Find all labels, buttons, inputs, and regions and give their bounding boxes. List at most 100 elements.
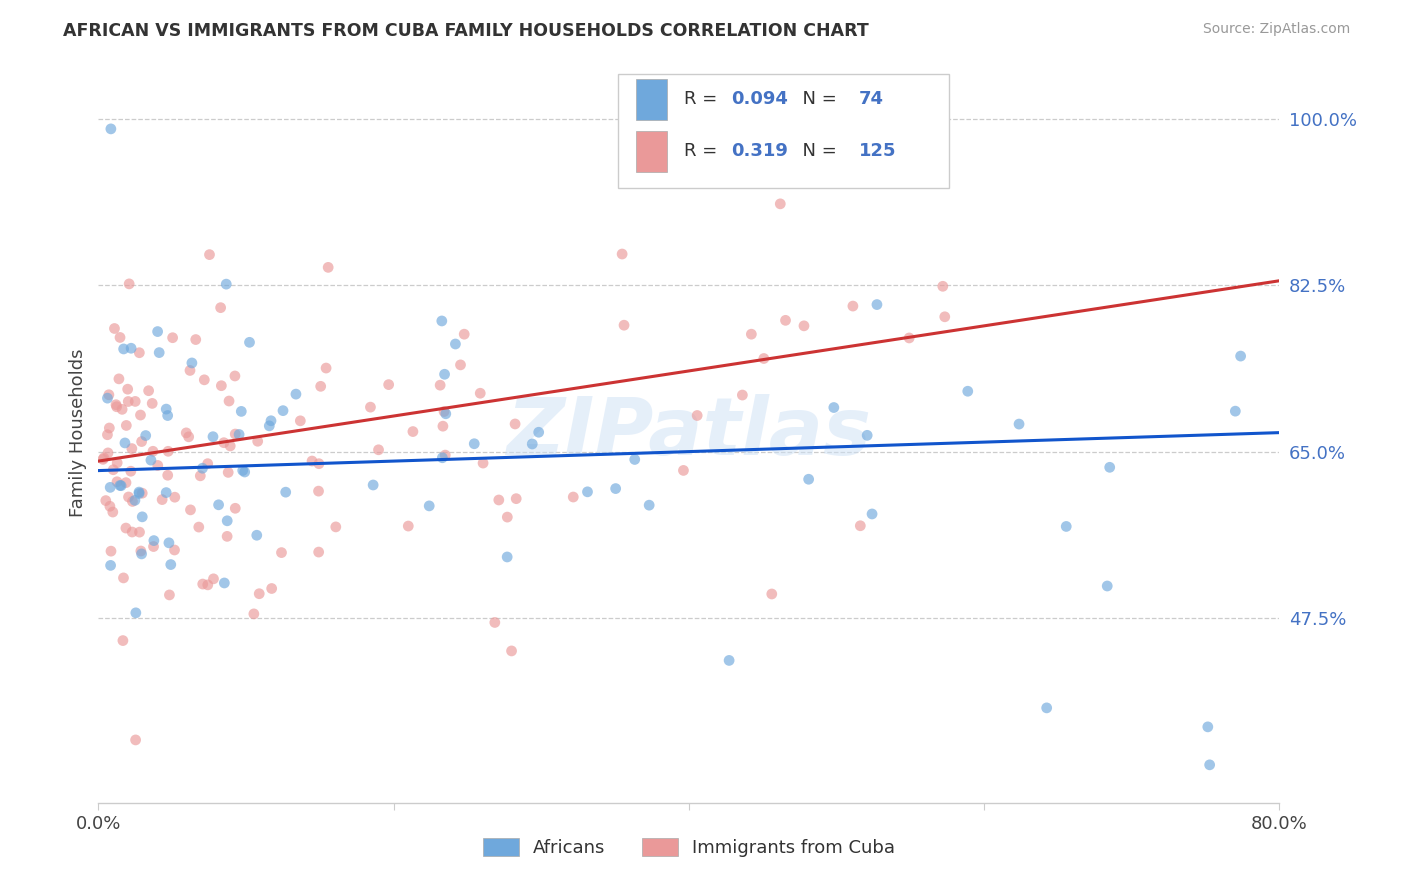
Point: [823, 401, 845, 415]
Point: [501, 644, 523, 658]
Point: [146, 325, 169, 339]
Point: [142, 540, 165, 554]
Point: [121, 524, 143, 539]
Point: [118, 277, 141, 291]
Point: [191, 577, 214, 591]
Point: [135, 428, 157, 442]
Text: N =: N =: [790, 90, 842, 109]
Point: [91, 452, 114, 467]
Point: [259, 418, 281, 433]
Point: [209, 301, 232, 315]
Point: [856, 428, 879, 442]
Point: [246, 528, 269, 542]
Point: [793, 318, 815, 333]
Y-axis label: Family Households: Family Households: [69, 349, 87, 516]
Point: [207, 498, 229, 512]
Point: [108, 330, 131, 344]
Point: [761, 587, 783, 601]
Point: [98, 480, 121, 494]
Point: [377, 377, 399, 392]
Point: [105, 475, 128, 489]
Point: [613, 318, 636, 333]
Point: [112, 342, 135, 356]
Point: [212, 435, 235, 450]
Point: [163, 490, 186, 504]
Point: [1225, 404, 1247, 418]
Point: [752, 351, 775, 366]
Point: [444, 337, 467, 351]
Point: [100, 121, 122, 136]
Point: [159, 558, 181, 572]
Point: [934, 310, 956, 324]
Point: [396, 519, 419, 533]
Point: [197, 457, 219, 471]
Point: [105, 400, 128, 414]
Point: [142, 533, 165, 548]
Point: [156, 468, 179, 483]
Point: [496, 510, 519, 524]
Point: [96, 427, 118, 442]
Point: [162, 331, 184, 345]
Text: ZIPatlas: ZIPatlas: [506, 393, 872, 472]
Point: [217, 466, 239, 480]
Point: [522, 437, 544, 451]
Point: [359, 400, 381, 414]
FancyBboxPatch shape: [636, 79, 666, 120]
Point: [121, 494, 143, 508]
Point: [184, 333, 207, 347]
Text: 0.094: 0.094: [731, 90, 789, 109]
Point: [260, 414, 283, 428]
Point: [179, 363, 201, 377]
Text: 74: 74: [859, 90, 884, 109]
Point: [433, 404, 456, 418]
Point: [260, 582, 283, 596]
Point: [108, 478, 131, 492]
Point: [111, 633, 134, 648]
Point: [224, 427, 246, 442]
Point: [775, 313, 797, 327]
Point: [576, 484, 599, 499]
Point: [97, 446, 120, 460]
Point: [1008, 417, 1031, 431]
Point: [463, 436, 485, 450]
Point: [672, 463, 695, 477]
Point: [434, 407, 457, 421]
Point: [505, 491, 527, 506]
Point: [605, 482, 627, 496]
Point: [121, 442, 143, 456]
Point: [224, 501, 246, 516]
Text: 0.319: 0.319: [731, 143, 789, 161]
Point: [103, 321, 125, 335]
Point: [188, 468, 211, 483]
Point: [797, 472, 820, 486]
Point: [562, 490, 585, 504]
Point: [209, 378, 232, 392]
Text: AFRICAN VS IMMIGRANTS FROM CUBA FAMILY HOUSEHOLDS CORRELATION CHART: AFRICAN VS IMMIGRANTS FROM CUBA FAMILY H…: [63, 22, 869, 40]
Point: [638, 498, 661, 512]
Point: [98, 421, 121, 435]
Point: [217, 529, 239, 543]
Point: [96, 391, 118, 405]
Point: [1198, 757, 1220, 772]
Point: [191, 461, 214, 475]
Point: [274, 485, 297, 500]
Text: R =: R =: [685, 90, 723, 109]
Point: [146, 458, 169, 473]
Point: [129, 408, 152, 422]
Point: [503, 417, 526, 431]
Point: [246, 434, 269, 449]
Point: [496, 549, 519, 564]
Point: [115, 418, 138, 433]
Point: [271, 403, 294, 417]
Text: R =: R =: [685, 143, 723, 161]
Point: [740, 327, 762, 342]
Point: [849, 518, 872, 533]
Legend: Africans, Immigrants from Cuba: Africans, Immigrants from Cuba: [475, 830, 903, 864]
Point: [434, 448, 457, 462]
Point: [157, 536, 180, 550]
Point: [155, 485, 177, 500]
Point: [470, 386, 492, 401]
Point: [301, 454, 323, 468]
Point: [270, 546, 292, 560]
Point: [105, 398, 128, 412]
